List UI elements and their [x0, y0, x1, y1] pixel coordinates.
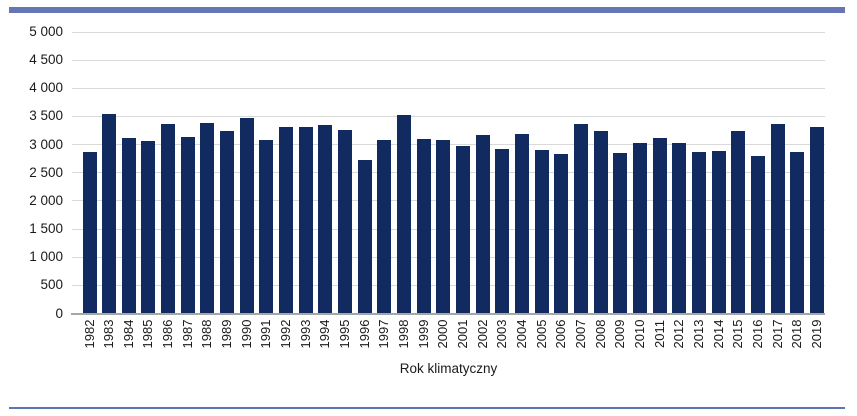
x-tick-label: 2005: [533, 319, 549, 349]
x-tick-label: 1987: [179, 319, 195, 349]
bar-2003: [495, 149, 510, 313]
x-tick-label: 1995: [337, 319, 353, 349]
x-tick-label: 2008: [592, 319, 608, 349]
x-tick-label: 2012: [671, 319, 687, 349]
y-tick-label: 500: [40, 277, 63, 293]
bar-2013: [691, 152, 706, 313]
y-tick-label: 3 000: [29, 136, 63, 152]
y-tick-label: 0: [55, 305, 63, 321]
x-tick-label: 1982: [81, 319, 97, 349]
x-tick-label: 1993: [297, 319, 313, 349]
x-tick-label: 2014: [710, 319, 726, 349]
x-tick-label: 2011: [651, 320, 667, 348]
bar-1991: [259, 140, 274, 313]
gridline: [72, 87, 825, 89]
y-tick-label: 1 000: [29, 249, 63, 265]
x-tick-label: 1988: [199, 319, 215, 349]
bar-2007: [574, 123, 588, 313]
bar-2009: [613, 152, 628, 313]
bar-1997: [377, 140, 392, 313]
gridline: [72, 59, 825, 61]
bar-1998: [397, 114, 412, 313]
bar-1982: [82, 151, 97, 313]
bar-2004: [515, 134, 530, 313]
y-tick-label: 5 000: [29, 24, 63, 39]
gridline: [72, 115, 825, 117]
bar-2016: [750, 156, 765, 313]
y-tick-label: 3 500: [29, 108, 63, 124]
bar-2008: [593, 130, 608, 313]
bar-1984: [121, 137, 136, 313]
bar-2018: [790, 152, 805, 313]
x-tick-label: 1983: [101, 319, 117, 349]
bar-1985: [141, 140, 156, 313]
x-tick-label: 2002: [474, 319, 490, 349]
x-tick-label: 1999: [415, 319, 431, 349]
bar-2012: [672, 142, 687, 313]
bar-2019: [809, 126, 824, 313]
gridline: [72, 31, 825, 33]
x-tick-label: 2007: [573, 319, 588, 349]
y-tick-label: 1 500: [29, 221, 63, 237]
x-axis-title: Rok klimatyczny: [399, 361, 498, 376]
bar-1992: [279, 127, 294, 313]
bar-1988: [200, 123, 215, 313]
bar-2017: [770, 124, 785, 313]
bar-1983: [102, 114, 117, 313]
x-tick-label: 2006: [553, 319, 569, 349]
x-tick-label: 2013: [690, 319, 706, 349]
x-tick-label: 2017: [769, 319, 785, 349]
x-tick-label: 2016: [749, 319, 765, 349]
bar-1995: [338, 129, 353, 313]
x-tick-label: 1996: [356, 319, 372, 349]
x-tick-label: 1985: [140, 319, 156, 349]
x-axis-line: [71, 313, 825, 315]
x-tick-label: 1992: [278, 319, 294, 349]
bar-1999: [416, 138, 431, 313]
bar-2006: [554, 154, 569, 313]
x-tick-label: 1997: [376, 319, 392, 349]
x-tick-label: 2003: [494, 319, 510, 349]
x-tick-label: 1994: [317, 319, 333, 349]
bar-2000: [436, 139, 451, 313]
x-tick-label: 2018: [789, 319, 805, 349]
x-tick-label: 1986: [160, 319, 176, 349]
x-tick-label: 2019: [808, 319, 824, 349]
bar-1994: [318, 125, 333, 313]
bar-1990: [239, 118, 254, 313]
x-tick-label: 2010: [631, 319, 647, 349]
x-tick-label: 2009: [612, 319, 628, 349]
bar-2001: [456, 146, 471, 313]
bar-1993: [298, 127, 313, 313]
y-tick-label: 2 500: [29, 164, 63, 180]
x-tick-label: 1989: [219, 319, 235, 349]
x-tick-label: 2001: [455, 319, 471, 349]
bar-1996: [357, 159, 372, 313]
bar-1986: [161, 124, 176, 313]
bar-1989: [220, 130, 235, 313]
x-tick-label: 1998: [396, 319, 412, 349]
bar-2005: [534, 150, 549, 313]
x-tick-label: 2015: [730, 319, 746, 349]
bottom-divider: [9, 407, 845, 409]
x-tick-label: 2000: [435, 319, 451, 349]
bar-2015: [731, 130, 746, 313]
y-tick-label: 4 000: [29, 80, 63, 96]
x-tick-label: 1991: [258, 319, 274, 349]
y-tick-label: 4 500: [29, 52, 63, 68]
bar-2014: [711, 151, 726, 313]
bar-2011: [652, 137, 667, 313]
y-tick-label: 2 000: [29, 192, 63, 208]
x-tick-label: 1990: [238, 319, 254, 349]
bar-2002: [475, 135, 490, 313]
x-tick-label: 2004: [514, 319, 530, 349]
top-divider: [9, 7, 845, 13]
bar-1987: [180, 136, 195, 313]
x-tick-label: 1984: [120, 319, 136, 349]
bar-2010: [632, 142, 647, 313]
